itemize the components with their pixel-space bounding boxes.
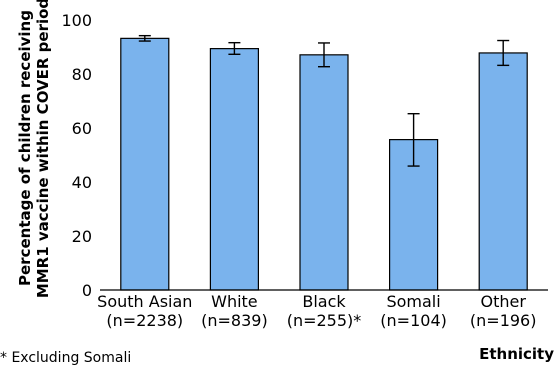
bar-white	[209, 48, 259, 291]
y-tick-label: 60	[72, 119, 92, 138]
bar-south-asian	[120, 37, 170, 291]
error-bar	[497, 39, 510, 67]
y-tick-labels: 0 20 40 60 80 100	[61, 11, 92, 300]
y-tick-label: 20	[72, 227, 92, 246]
x-tick-sample-size: (n=255)*	[287, 311, 362, 330]
x-tick-labels: South Asian(n=2238) White(n=839) Black(n=2…	[97, 292, 536, 330]
footnote: * Excluding Somali	[0, 350, 131, 366]
x-tick-label: Black	[302, 292, 346, 311]
y-tick-label: 100	[61, 11, 92, 30]
y-axis-label-line2: MMR1 vaccine within COVER period	[34, 0, 52, 298]
x-tick-label: Somali	[386, 292, 440, 311]
error-bar	[318, 42, 330, 68]
bars	[120, 37, 528, 291]
x-axis-title: Ethnicity	[479, 345, 554, 363]
error-bar	[138, 34, 151, 42]
error-bar	[228, 41, 241, 55]
error-bar	[407, 112, 420, 167]
x-tick-label: White	[211, 292, 258, 311]
bar-other	[478, 52, 528, 291]
bar-black	[299, 54, 349, 291]
x-tick-label: South Asian	[97, 292, 192, 311]
error-bars	[138, 34, 510, 167]
y-axis-label-line1: Percentage of children receiving	[16, 10, 34, 286]
y-tick-label: 0	[82, 281, 92, 300]
x-tick-sample-size: (n=2238)	[106, 311, 183, 330]
x-tick-sample-size: (n=839)	[201, 311, 268, 330]
y-tick-label: 40	[72, 173, 92, 192]
y-axis-label: Percentage of children receiving MMR1 va…	[16, 0, 52, 298]
x-tick-sample-size: (n=104)	[380, 311, 447, 330]
y-tick-label: 80	[72, 65, 92, 84]
x-tick-sample-size: (n=196)	[470, 311, 537, 330]
x-tick-label: Other	[480, 292, 526, 311]
